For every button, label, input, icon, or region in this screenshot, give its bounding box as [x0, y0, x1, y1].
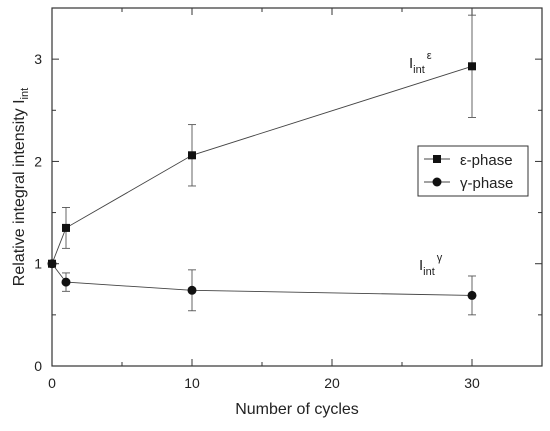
plot-frame: [51, 7, 543, 367]
legend-label-gamma: γ-phase: [460, 175, 513, 192]
annotation-gamma-sub: int: [423, 266, 435, 278]
point-gamma: [61, 277, 71, 287]
y-axis-label-main: Relative integral intensity I: [11, 99, 28, 286]
annotation-eps-sub: int: [413, 64, 425, 76]
series-group: [47, 14, 477, 316]
point-gamma: [467, 290, 477, 300]
series-line-eps: [51, 65, 473, 264]
legend-marker-gamma: [432, 177, 442, 187]
annotation-gamma-main: I: [419, 257, 423, 274]
point-eps: [62, 223, 70, 232]
point-eps: [468, 62, 476, 71]
legend-box: [417, 145, 529, 197]
legend-label-eps: ε-phase: [460, 152, 513, 169]
y-tick-label: 2: [34, 153, 42, 169]
x-tick-label: 30: [464, 375, 480, 391]
y-tick-label: 1: [34, 256, 42, 272]
y-axis-label-sub: int: [19, 88, 31, 100]
tick-labels: 0 10 20 30 0 1 2 3: [34, 51, 480, 391]
legend: ε-phase γ-phase: [417, 145, 529, 197]
annotation-gamma-sup: γ: [437, 252, 443, 264]
x-tick-label: 0: [48, 375, 56, 391]
point-gamma: [187, 285, 197, 295]
annotation-eps-sup: ε: [427, 50, 432, 62]
series-line-gamma: [51, 263, 473, 296]
point-gamma: [47, 259, 57, 269]
x-tick-label: 10: [184, 375, 200, 391]
annotation-eps: Iintε: [409, 50, 432, 76]
y-tick-label: 3: [34, 51, 42, 67]
x-axis-label: Number of cycles: [235, 401, 359, 418]
point-eps: [188, 151, 196, 160]
legend-marker-eps: [433, 155, 441, 163]
x-tick-label: 20: [324, 375, 340, 391]
ticks: [51, 8, 542, 367]
y-axis-label: Relative integral intensity Iint: [11, 88, 31, 286]
annotation-gamma: Iintγ: [419, 252, 443, 278]
annotation-eps-main: I: [409, 55, 413, 72]
y-tick-label: 0: [34, 358, 42, 374]
